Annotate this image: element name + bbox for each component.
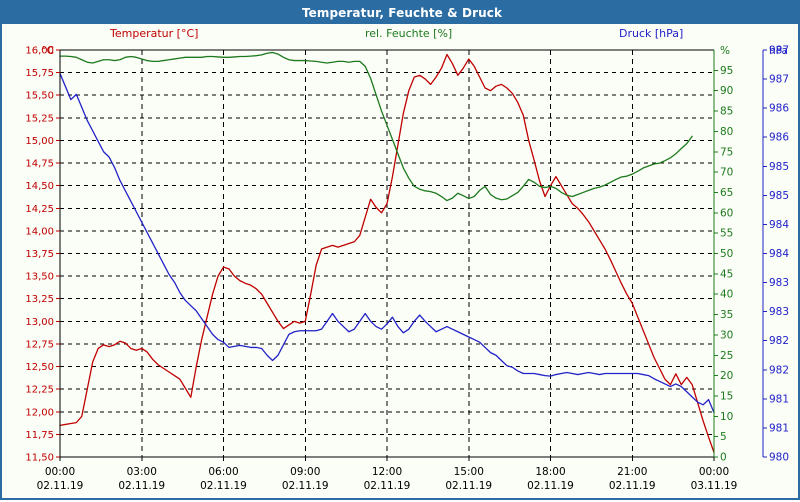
tick-label-humidity: 30	[720, 329, 733, 341]
tick-label-pressure: 985	[769, 161, 789, 173]
tick-label-temperature: 13,50	[25, 272, 54, 283]
plot-area-container: 16,00 15,75 15,50 15,25 15,00 14,75 14,50 14,25…	[2, 44, 800, 502]
axis-unit-pressure: hPa	[769, 45, 788, 57]
tick-label-humidity: 25	[720, 350, 733, 362]
tick-label-pressure: 981	[769, 422, 789, 434]
tick-label-pressure: 986	[769, 103, 789, 115]
xtick-label-time: 00:00	[45, 466, 75, 478]
tick-label-temperature: 13,25	[25, 294, 54, 305]
tick-label-temperature: 15,75	[25, 68, 54, 79]
tick-label-pressure: 982	[769, 364, 789, 376]
tick-label-temperature: 15,00	[25, 136, 54, 147]
tick-label-humidity: 60	[720, 207, 733, 219]
tick-label-humidity: 15	[720, 390, 733, 402]
tick-label-pressure: 981	[769, 393, 789, 405]
xtick-label-time: 21:00	[617, 466, 647, 478]
tick-label-temperature: 12,50	[25, 362, 54, 373]
tick-label-humidity: 5	[720, 431, 727, 443]
tick-label-temperature: 12,00	[25, 407, 54, 418]
tick-label-humidity: 50	[720, 248, 733, 260]
tick-label-humidity: 70	[720, 167, 733, 179]
xtick-label-date: 02.11.19	[527, 480, 574, 492]
tick-label-humidity: 10	[720, 411, 733, 423]
tick-label-humidity: 90	[720, 85, 733, 97]
xtick-label-time: 12:00	[372, 466, 402, 478]
xtick-label-time: 03:00	[127, 466, 157, 478]
tick-label-temperature: 14,50	[25, 181, 54, 192]
tick-label-pressure: 983	[769, 277, 789, 289]
tick-label-temperature: 13,75	[25, 249, 54, 260]
tick-label-humidity: 95	[720, 65, 733, 77]
tick-label-humidity: 0	[720, 452, 727, 464]
tick-label-temperature: 15,25	[25, 113, 54, 124]
xtick-label-time: 18:00	[535, 466, 565, 478]
axis-label-layer: 16,00 15,75 15,50 15,25 15,00 14,75 14,50 14,25…	[25, 45, 789, 493]
tick-label-pressure: 987	[769, 45, 789, 57]
axis-unit-temperature: °C	[41, 45, 54, 57]
window-title-bar: Temperatur, Feuchte & Druck	[2, 2, 800, 24]
tick-label-pressure: 984	[769, 219, 789, 231]
tick-label-humidity: 85	[720, 106, 733, 118]
axis-unit-humidity: %	[720, 45, 730, 57]
tick-label-humidity: 65	[720, 187, 733, 199]
tick-label-pressure: 987	[769, 74, 789, 86]
chart-canvas: 16,00 15,75 15,50 15,25 15,00 14,75 14,50 14,25…	[25, 45, 789, 493]
tick-label-humidity: 35	[720, 309, 733, 321]
series-line-pressure	[59, 72, 715, 414]
tick-label-pressure: 985	[769, 190, 789, 202]
tick-label-temperature: 11,50	[25, 453, 54, 464]
xtick-label-date: 02.11.19	[445, 480, 492, 492]
xtick-label-date: 02.11.19	[200, 480, 247, 492]
tick-label-temperature: 14,75	[25, 159, 54, 170]
tick-label-temperature: 12,75	[25, 339, 54, 350]
tick-label-pressure: 980	[769, 452, 789, 464]
tick-label-pressure: 983	[769, 306, 789, 318]
legend-item-temperature: Temperatur [°C]	[110, 27, 199, 40]
tick-label-temperature: 14,00	[25, 226, 54, 237]
axis-layer	[56, 49, 767, 461]
tick-label-temperature: 12,25	[25, 385, 54, 396]
tick-label-humidity: 40	[720, 289, 733, 301]
series-layer	[59, 51, 715, 454]
tick-label-temperature: 15,50	[25, 91, 54, 102]
series-line-humidity	[59, 51, 693, 202]
xtick-label-time: 15:00	[454, 466, 484, 478]
xtick-label-time: 00:00	[699, 466, 729, 478]
tick-label-humidity: 20	[720, 370, 733, 382]
tick-label-humidity: 45	[720, 268, 733, 280]
xtick-label-time: 06:00	[208, 466, 238, 478]
window-title: Temperatur, Feuchte & Druck	[301, 6, 503, 20]
legend-item-pressure: Druck [hPa]	[619, 27, 684, 40]
tick-label-temperature: 13,00	[25, 317, 54, 328]
xtick-label-time: 09:00	[290, 466, 320, 478]
tick-label-pressure: 982	[769, 335, 789, 347]
tick-label-temperature: 11,75	[25, 430, 54, 441]
series-line-temperature	[59, 53, 715, 454]
tick-label-temperature: 14,25	[25, 204, 54, 215]
legend-item-humidity: rel. Feuchte [%]	[365, 27, 453, 40]
chart-legend: Temperatur [°C] rel. Feuchte [%] Druck […	[2, 26, 800, 44]
tick-label-humidity: 80	[720, 126, 733, 138]
tick-label-pressure: 984	[769, 248, 789, 260]
xtick-label-date: 03.11.19	[691, 480, 738, 492]
xtick-label-date: 02.11.19	[282, 480, 329, 492]
xtick-label-date: 02.11.19	[37, 480, 84, 492]
xtick-label-date: 02.11.19	[118, 480, 165, 492]
tick-label-temperature: 16,00	[25, 46, 54, 57]
xtick-label-date: 02.11.19	[364, 480, 411, 492]
tick-label-pressure: 986	[769, 132, 789, 144]
tick-label-humidity: 55	[720, 228, 733, 240]
tick-label-humidity: 75	[720, 146, 733, 158]
xtick-label-date: 02.11.19	[609, 480, 656, 492]
